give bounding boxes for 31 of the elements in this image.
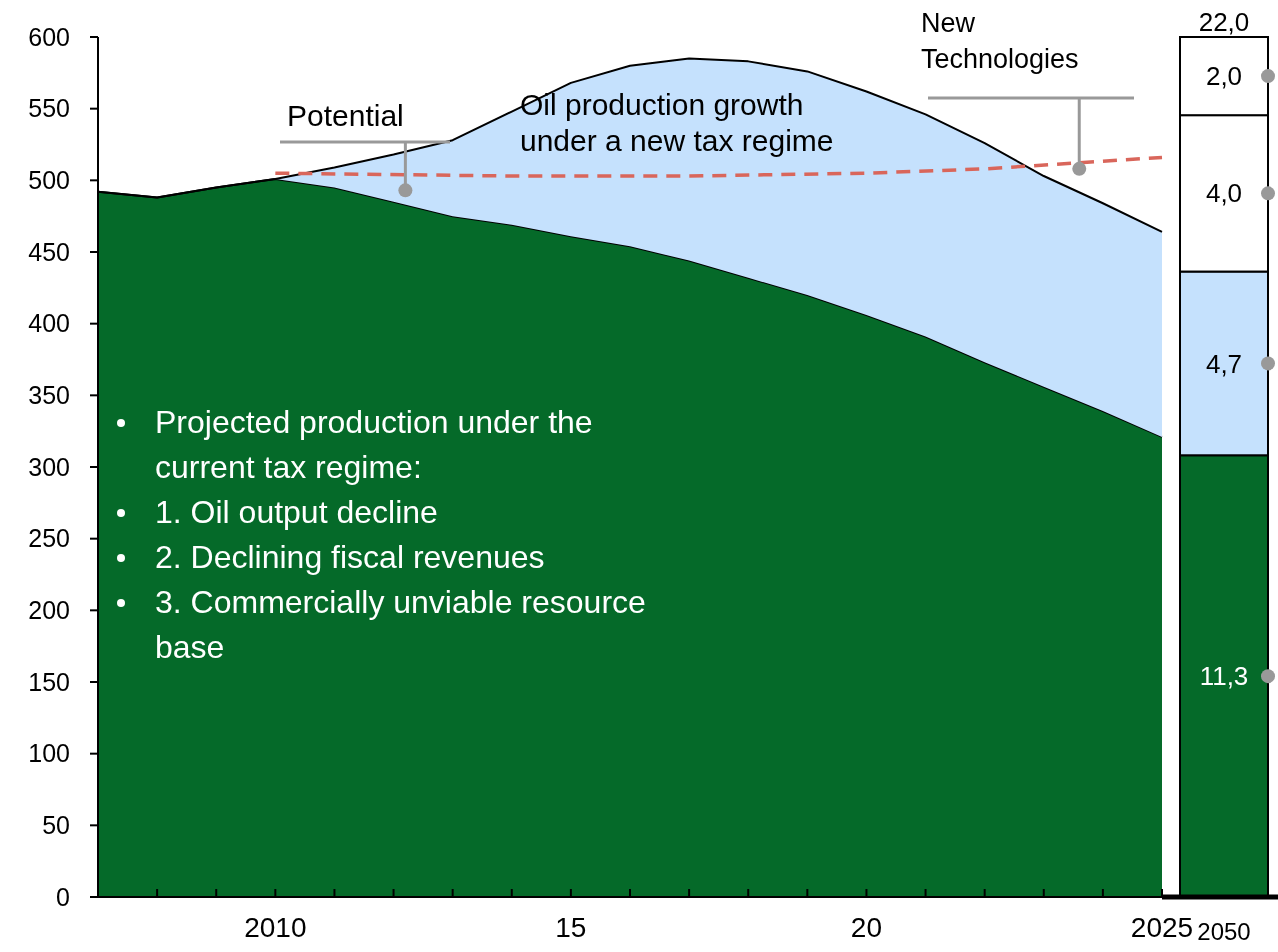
y-tick-label: 350 — [28, 381, 70, 410]
x-tick-label: 2010 — [244, 912, 307, 943]
x-tick-label: 2025 — [1130, 912, 1194, 943]
y-tick-label: 500 — [28, 166, 70, 195]
y-tick-label: 400 — [28, 309, 70, 338]
y-tick-label: 250 — [28, 524, 70, 553]
y-tick-label: 150 — [28, 667, 70, 696]
data-label: 4,0 — [1205, 178, 1243, 209]
x-tick-label: 2050 — [1197, 918, 1251, 945]
y-tick-label: 300 — [28, 452, 70, 481]
annotation: Oil production growth under a new tax regime — [520, 88, 834, 157]
y-tick-label: 50 — [42, 811, 70, 840]
y-tick-label: 100 — [28, 739, 70, 768]
annotation: 2. Declining fiscal revenues — [155, 539, 545, 575]
annotation: 3. Commercially unviable resource base — [155, 584, 646, 665]
annotation: 1. Oil output decline — [155, 494, 438, 530]
total-label: 22,0 — [1198, 7, 1250, 37]
y-tick-label: 450 — [28, 237, 70, 266]
line-series — [273, 155, 1164, 178]
data-label: 11,3 — [1199, 661, 1249, 692]
x-tick-label: 20 — [850, 912, 883, 943]
annotation: New Technologies — [921, 8, 1079, 74]
y-tick-label: 550 — [28, 94, 70, 123]
data-label: 4,7 — [1205, 348, 1243, 379]
annotation: Potential — [287, 99, 404, 132]
y-tick-label: 0 — [56, 882, 70, 911]
x-tick-label: 15 — [555, 912, 587, 943]
y-tick-label: 600 — [28, 22, 70, 51]
annotation: Projected production under the current tax regime: — [155, 404, 593, 485]
y-tick-label: 200 — [28, 596, 70, 625]
data-label: 2,0 — [1205, 61, 1243, 92]
